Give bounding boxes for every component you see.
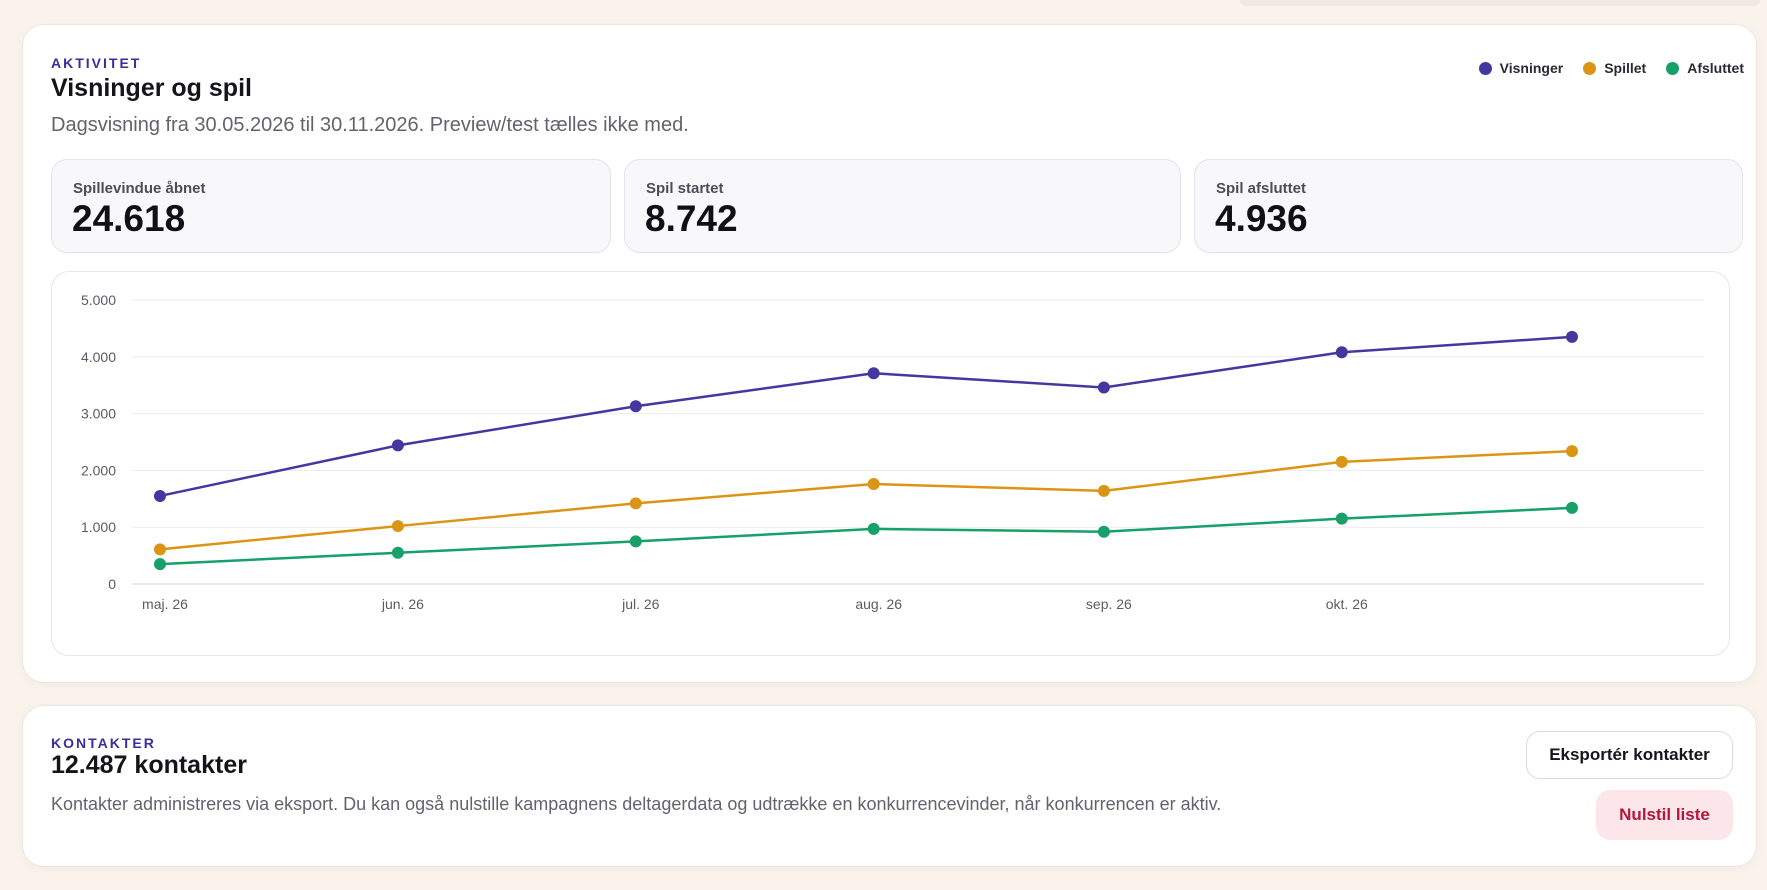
line-chart: 5.000 4.000 3.000 2.000 1.000 0 maj. 26 jun. 26… — [81, 292, 1704, 612]
data-point-spillet — [1097, 484, 1110, 497]
legend-label-afsluttet: Afsluttet — [1687, 60, 1744, 76]
contacts-card: KONTAKTER 12.487 kontakter Kontakter adm… — [22, 705, 1757, 867]
data-point-afsluttet — [1097, 525, 1110, 538]
data-point-visninger — [867, 367, 880, 380]
stat-label: Spil startet — [646, 180, 724, 197]
data-point-spillet — [391, 520, 404, 533]
data-point-afsluttet — [629, 535, 642, 548]
y-tick-label: 1.000 — [81, 519, 116, 535]
contacts-title: 12.487 kontakter — [51, 751, 247, 779]
x-tick-label: jul. 26 — [621, 596, 660, 612]
stat-label: Spil afsluttet — [1216, 180, 1307, 197]
stat-value: 4.936 — [1215, 198, 1308, 239]
legend-item-spillet: Spillet — [1583, 60, 1646, 76]
stat-card-games-started: Spil startet 8.742 — [624, 159, 1181, 253]
contacts-description: Kontakter administreres via eksport. Du … — [51, 794, 1222, 814]
data-point-afsluttet — [391, 546, 404, 559]
activity-subtitle: Dagsvisning fra 30.05.2026 til 30.11.202… — [51, 114, 689, 136]
activity-card: AKTIVITET Visninger og spil Dagsvisning … — [22, 24, 1757, 683]
x-tick-label: maj. 26 — [142, 596, 188, 612]
chart-container: 5.000 4.000 3.000 2.000 1.000 0 maj. 26 jun. 26… — [51, 271, 1730, 656]
legend-label-visninger: Visninger — [1499, 60, 1564, 76]
series-line-afsluttet — [158, 506, 1574, 566]
contacts-eyebrow: KONTAKTER — [51, 735, 156, 751]
activity-eyebrow: AKTIVITET — [51, 55, 142, 71]
data-point-spillet — [1335, 455, 1348, 468]
stat-label: Spillevindue åbnet — [73, 180, 206, 197]
x-tick-label: sep. 26 — [1086, 596, 1132, 612]
data-point-spillet — [154, 543, 166, 556]
y-tick-label: 3.000 — [81, 406, 116, 422]
legend-label-spillet: Spillet — [1604, 60, 1647, 76]
data-point-spillet — [629, 497, 642, 510]
data-point-visninger — [154, 489, 166, 502]
reset-list-button[interactable]: Nulstil liste — [1596, 790, 1733, 840]
data-point-visninger — [629, 400, 642, 413]
activity-title: Visninger og spil — [51, 74, 252, 102]
data-point-spillet — [867, 478, 880, 491]
y-tick-label: 4.000 — [81, 349, 116, 365]
stat-card-window-opened: Spillevindue åbnet 24.618 — [51, 159, 611, 253]
stat-value: 24.618 — [72, 198, 186, 239]
stat-card-games-completed: Spil afsluttet 4.936 — [1194, 159, 1743, 253]
stat-value: 8.742 — [645, 198, 738, 239]
x-tick-label: aug. 26 — [855, 596, 902, 612]
legend-item-visninger: Visninger — [1478, 60, 1564, 76]
data-point-visninger — [1335, 346, 1348, 359]
legend-dot-visninger — [1478, 61, 1492, 75]
data-point-afsluttet — [154, 558, 166, 571]
data-point-visninger — [1566, 330, 1578, 343]
data-point-spillet — [1566, 445, 1578, 458]
data-point-visninger — [1097, 381, 1110, 394]
background-panel-edge — [1240, 0, 1760, 6]
x-tick-label: okt. 26 — [1326, 596, 1368, 612]
series-line-spillet — [158, 449, 1574, 551]
data-point-afsluttet — [1335, 512, 1348, 525]
y-tick-label: 0 — [108, 576, 116, 592]
data-point-afsluttet — [867, 522, 880, 535]
legend-item-afsluttet: Afsluttet — [1666, 60, 1744, 76]
export-contacts-button[interactable]: Eksportér kontakter — [1526, 731, 1733, 779]
y-tick-label: 5.000 — [81, 292, 116, 308]
x-tick-label: jun. 26 — [381, 596, 424, 612]
data-point-afsluttet — [1566, 501, 1578, 514]
series-line-visninger — [158, 335, 1574, 498]
legend-dot-spillet — [1583, 61, 1597, 75]
legend-dot-afsluttet — [1666, 61, 1680, 75]
chart-legend: Visninger Spillet Afsluttet — [1478, 60, 1744, 76]
y-tick-label: 2.000 — [81, 462, 116, 478]
data-point-visninger — [391, 439, 404, 452]
